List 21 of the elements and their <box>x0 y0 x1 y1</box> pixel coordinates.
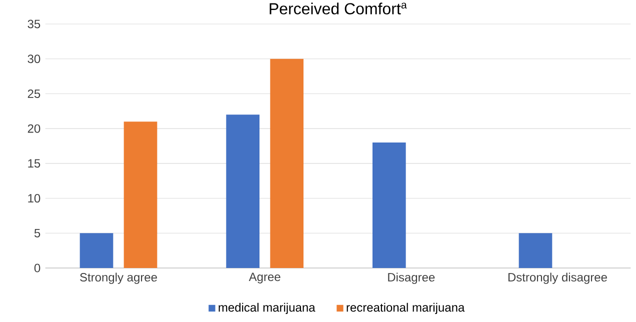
y-tick-label: 25 <box>28 89 40 98</box>
x-tick-label: Strongly agree <box>80 272 157 284</box>
x-tick-label: Dstrongly disagree <box>508 272 607 284</box>
y-tick-label: 15 <box>28 159 40 168</box>
legend-label: recreational marijuana <box>346 302 465 314</box>
chart-title: Perceived Comfort$^{a}$ <box>270 2 407 14</box>
bar <box>518 233 552 268</box>
y-tick-label: 5 <box>34 228 40 238</box>
y-tick-label: 20 <box>28 124 40 133</box>
bar <box>270 58 304 268</box>
y-tick-label: 35 <box>28 20 40 28</box>
y-tick-label: 0 <box>34 264 40 272</box>
y-tick-label: 30 <box>28 54 40 64</box>
bar <box>372 142 406 268</box>
y-tick-label: 10 <box>28 194 40 203</box>
bar <box>226 114 260 268</box>
x-tick-label: Agree <box>248 272 280 284</box>
bar <box>124 122 158 268</box>
legend-label: medical marijuana <box>218 302 316 314</box>
x-tick-label: Disagree <box>388 272 435 284</box>
bar <box>80 233 114 268</box>
